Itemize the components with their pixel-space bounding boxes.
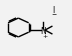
Text: +: + (42, 34, 48, 39)
Text: N: N (40, 26, 46, 35)
Text: I: I (52, 6, 54, 15)
Text: −: − (52, 11, 57, 16)
